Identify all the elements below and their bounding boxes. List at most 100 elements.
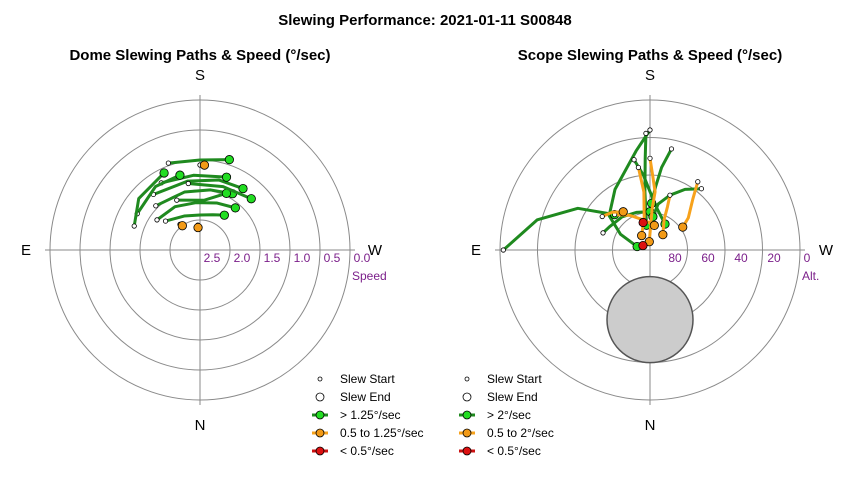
dome-legend-label: < 0.5°/sec	[340, 444, 394, 458]
dome-tick-label: 0.5	[324, 251, 341, 265]
scope-slew-start-marker	[500, 247, 506, 253]
dome-slew-end-marker	[224, 155, 234, 165]
scope-compass-top: S	[645, 67, 655, 84]
dome-compass-right: W	[368, 242, 383, 259]
dome-slew-path	[165, 213, 225, 223]
dome-radial-axis-label: Speed	[352, 269, 387, 283]
scope-slew-end-marker	[658, 230, 668, 240]
scope-slew-end-marker	[638, 240, 648, 251]
scope-slew-start-marker	[667, 192, 673, 198]
scope-legend-end-marker	[462, 392, 472, 402]
scope-slew-path	[647, 158, 657, 242]
scope-slew-start-marker	[635, 164, 642, 171]
dome-legend-dot	[315, 410, 325, 420]
dome-tick-label: 2.0	[234, 251, 251, 265]
dome-slew-path	[155, 188, 233, 208]
dome-legend-label: 0.5 to 1.25°/sec	[340, 426, 424, 440]
scope-legend-dot	[462, 428, 472, 438]
scope-legend: Slew Start Slew End > 2°/sec 0.5 to 2°/sec <…	[459, 372, 554, 458]
dome-slew-end-marker	[238, 183, 248, 194]
scope-compass-bottom: N	[645, 417, 656, 434]
dome-slew-start-marker	[185, 180, 191, 187]
scope-legend-label: Slew End	[487, 390, 538, 404]
dome-compass-left: E	[21, 242, 31, 259]
dome-slew-end-marker	[221, 172, 232, 182]
dome-slew-start-marker	[154, 217, 160, 223]
scope-slew-start-marker	[599, 213, 605, 220]
dome-slew-path	[176, 191, 227, 202]
scope-slew-path	[643, 133, 649, 226]
scope-legend-label: 0.5 to 2°/sec	[487, 426, 554, 440]
scope-chart-title: Scope Slewing Paths & Speed (°/sec)	[518, 47, 782, 64]
scope-slew-start-marker	[600, 230, 606, 236]
dome-legend-dot	[315, 428, 325, 438]
scope-tick-label: 40	[734, 251, 748, 265]
dome-slew-start-marker	[162, 218, 169, 224]
dome-slew-path	[156, 201, 236, 222]
scope-tick-label: 80	[668, 251, 682, 265]
scope-tick-label: 0	[804, 251, 811, 265]
scope-slew-path	[607, 129, 652, 248]
dome-radial-ticks: 2.5 2.0 1.5 1.0 0.5 0.0	[204, 251, 371, 265]
dome-slew-end-marker	[175, 170, 185, 180]
dome-compass-top: S	[195, 67, 205, 84]
scope-compass-left: E	[471, 242, 481, 259]
dome-slew-paths	[131, 155, 256, 233]
dome-legend-label: > 1.25°/sec	[340, 408, 401, 422]
scope-slew-end-marker	[678, 222, 688, 232]
dome-slew-start-marker	[131, 223, 137, 229]
dome-slew-end-marker	[159, 168, 169, 178]
scope-slew-path	[661, 194, 672, 235]
dome-legend: Slew Start Slew End > 1.25°/sec 0.5 to 1.25…	[312, 372, 424, 458]
dome-tick-label: 0.0	[354, 251, 371, 265]
dome-slew-start-marker	[165, 160, 171, 166]
scope-legend-label: < 0.5°/sec	[487, 444, 541, 458]
scope-horizon-cap	[606, 275, 694, 364]
dome-chart-title: Dome Slewing Paths & Speed (°/sec)	[69, 47, 330, 64]
dome-tick-label: 2.5	[204, 251, 221, 265]
scope-polar-chart: Scope Slewing Paths & Speed (°/sec) S N …	[471, 47, 834, 434]
dome-crosshair	[45, 95, 355, 405]
scope-slew-paths	[500, 127, 705, 253]
dome-tick-label: 1.0	[294, 251, 311, 265]
scope-slew-path	[681, 181, 700, 228]
scope-legend-dot	[462, 446, 472, 456]
figure-title: Slewing Performance: 2021-01-11 S00848	[278, 12, 572, 29]
dome-legend-label: Slew End	[340, 390, 391, 404]
dome-slew-path	[132, 171, 166, 227]
dome-compass-bottom: N	[195, 417, 206, 434]
dome-slew-start-marker	[153, 203, 159, 209]
dome-legend-end-marker	[315, 392, 325, 402]
scope-slew-path	[502, 206, 615, 252]
scope-legend-start-marker	[464, 376, 470, 382]
dome-legend-label: Slew Start	[340, 372, 395, 386]
dome-slew-end-marker	[230, 203, 240, 213]
dome-slew-start-marker	[174, 197, 180, 203]
scope-slew-start-marker	[698, 186, 705, 192]
dome-slew-path	[168, 158, 230, 165]
scope-slew-end-marker	[637, 230, 647, 241]
dome-slew-path	[152, 178, 244, 196]
scope-slew-start-marker	[647, 155, 653, 161]
scope-radial-axis-label: Alt.	[802, 269, 819, 283]
scope-slew-end-marker	[618, 207, 628, 217]
scope-legend-label: Slew Start	[487, 372, 542, 386]
dome-legend-start-marker	[317, 376, 323, 382]
scope-tick-label: 60	[701, 251, 715, 265]
scope-slew-end-marker	[638, 217, 648, 228]
scope-slew-end-marker	[649, 220, 659, 230]
scope-slew-start-marker	[643, 130, 649, 137]
scope-slew-start-marker	[631, 157, 637, 163]
dome-slew-end-marker	[193, 222, 203, 233]
dome-tick-label: 1.5	[264, 251, 281, 265]
scope-legend-label: > 2°/sec	[487, 408, 531, 422]
dome-slew-path	[135, 173, 181, 215]
dome-legend-dot	[315, 446, 325, 456]
dome-slew-path	[188, 182, 252, 201]
scope-legend-dot	[462, 410, 472, 420]
scope-compass-right: W	[819, 242, 834, 259]
dome-slew-end-marker	[219, 210, 229, 220]
dome-slew-end-marker	[246, 194, 256, 204]
dome-slew-end-marker	[199, 160, 210, 170]
